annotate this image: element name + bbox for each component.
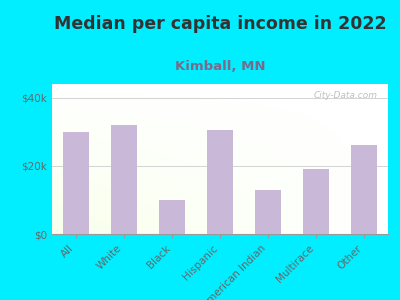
Text: Kimball, MN: Kimball, MN bbox=[175, 60, 265, 73]
Bar bbox=[303, 169, 329, 234]
Text: Median per capita income in 2022: Median per capita income in 2022 bbox=[54, 15, 386, 33]
Bar bbox=[63, 132, 89, 234]
Bar bbox=[159, 200, 185, 234]
Bar bbox=[207, 130, 233, 234]
Text: City-Data.com: City-Data.com bbox=[314, 92, 378, 100]
Bar bbox=[351, 146, 377, 234]
Bar bbox=[111, 125, 137, 234]
Bar bbox=[255, 190, 281, 234]
